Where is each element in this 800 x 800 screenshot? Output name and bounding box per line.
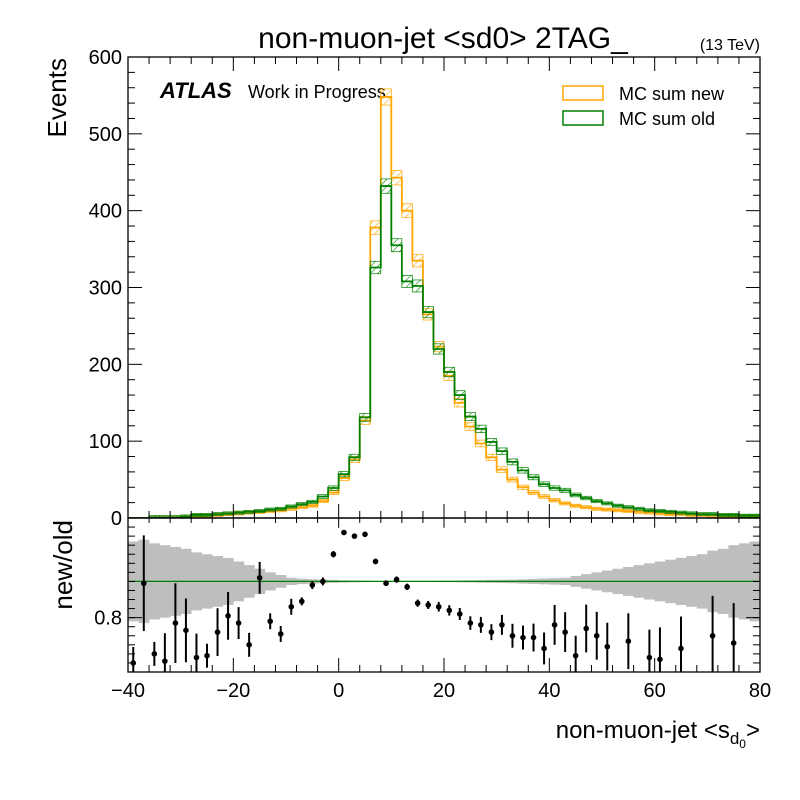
ratio-point <box>162 658 168 664</box>
ratio-point <box>172 620 179 626</box>
ratio-point <box>457 611 463 617</box>
ratio-point <box>572 652 579 659</box>
ratio-point <box>235 620 242 626</box>
hist-step-line <box>128 185 760 518</box>
ratio-points <box>130 529 737 672</box>
ratio-point <box>372 558 379 565</box>
ratio-point <box>246 642 252 648</box>
ratio-point <box>393 576 400 583</box>
y-tick-label: 400 <box>89 201 122 223</box>
y-tick-label: 100 <box>89 431 122 453</box>
chart-title: non-muon-jet <sd0> 2TAG_ <box>258 22 629 55</box>
y-tick-label: 500 <box>89 124 122 146</box>
ratio-point <box>414 600 421 606</box>
ratio-point <box>267 618 274 625</box>
ratio-point <box>583 625 589 632</box>
ratio-point <box>709 632 716 639</box>
ratio-y-tick-label: 0.8 <box>94 608 122 630</box>
ratio-point <box>509 632 516 639</box>
ratio-point <box>425 602 432 608</box>
y-tick-label: 200 <box>89 354 122 376</box>
x-tick-label: 60 <box>644 680 666 702</box>
ratio-point <box>478 622 484 628</box>
ratio-point <box>530 634 537 641</box>
hist-step-line <box>128 96 760 518</box>
ratio-point <box>256 574 263 581</box>
x-tick-label: −40 <box>111 680 145 702</box>
legend: MC sum new MC sum old <box>562 84 725 129</box>
ratio-point <box>499 622 505 628</box>
energy-label: (13 TeV) <box>700 37 760 54</box>
axes-frame: 0 100 200 300 400 500 600 −40 −20 0 20 40 60 80 0.8 <box>89 47 772 702</box>
ratio-point <box>362 531 368 538</box>
ratio-point <box>625 638 632 644</box>
ratio-point <box>141 580 147 587</box>
ratio-point <box>309 582 316 588</box>
ratio-point <box>435 603 442 610</box>
ratio-point <box>351 533 358 539</box>
ratio-point <box>488 629 495 635</box>
ratio-point <box>562 629 568 635</box>
x-tick-label: 20 <box>433 680 455 702</box>
ratio-point <box>657 656 663 663</box>
series-mc-sum-old <box>128 178 760 518</box>
y-tick-label: 600 <box>89 47 122 69</box>
ratio-point <box>404 584 410 590</box>
y-tick-label: 0 <box>111 508 122 530</box>
ratio-point <box>646 654 653 661</box>
ratio-point <box>330 551 337 558</box>
ratio-point <box>320 578 326 585</box>
ratio-point <box>551 622 558 628</box>
y-axis-label-ratio: new/old <box>48 520 78 610</box>
ratio-point <box>277 631 284 637</box>
ratio-point <box>193 654 200 661</box>
ratio-point <box>467 620 474 626</box>
x-tick-label: 0 <box>333 680 344 702</box>
ratio-panel-area <box>128 529 760 672</box>
ratio-point <box>678 645 684 652</box>
legend-swatch-new <box>562 85 604 101</box>
x-tick-label: 80 <box>749 680 771 702</box>
x-tick-label: 40 <box>538 680 560 702</box>
ratio-point <box>299 598 305 605</box>
series-mc-sum-new <box>128 88 760 518</box>
x-tick-label: −20 <box>216 680 250 702</box>
legend-label-new: MC sum new <box>619 84 725 104</box>
ratio-point <box>730 640 737 646</box>
x-axis-label: non-muon-jet <sd0> <box>556 717 760 751</box>
ratio-point <box>520 634 526 641</box>
ratio-point <box>151 651 158 657</box>
ratio-point <box>288 603 295 610</box>
ratio-point <box>341 529 347 536</box>
ratio-point <box>225 613 231 619</box>
ratio-point <box>541 645 547 652</box>
ratio-point <box>446 607 453 614</box>
atlas-label: ATLAS <box>159 78 232 103</box>
legend-label-old: MC sum old <box>619 109 715 129</box>
main-histogram-area <box>128 88 760 518</box>
ratio-point <box>593 632 600 639</box>
ratio-point <box>383 580 389 587</box>
atlas-sublabel: Work in Progress <box>248 82 386 102</box>
y-axis-label-main: Events <box>42 58 72 138</box>
ratio-point <box>604 643 611 650</box>
ratio-point <box>183 627 189 634</box>
legend-swatch-old <box>562 110 604 126</box>
ratio-point <box>214 629 221 635</box>
y-tick-label: 300 <box>89 278 122 300</box>
ratio-point <box>204 652 210 659</box>
